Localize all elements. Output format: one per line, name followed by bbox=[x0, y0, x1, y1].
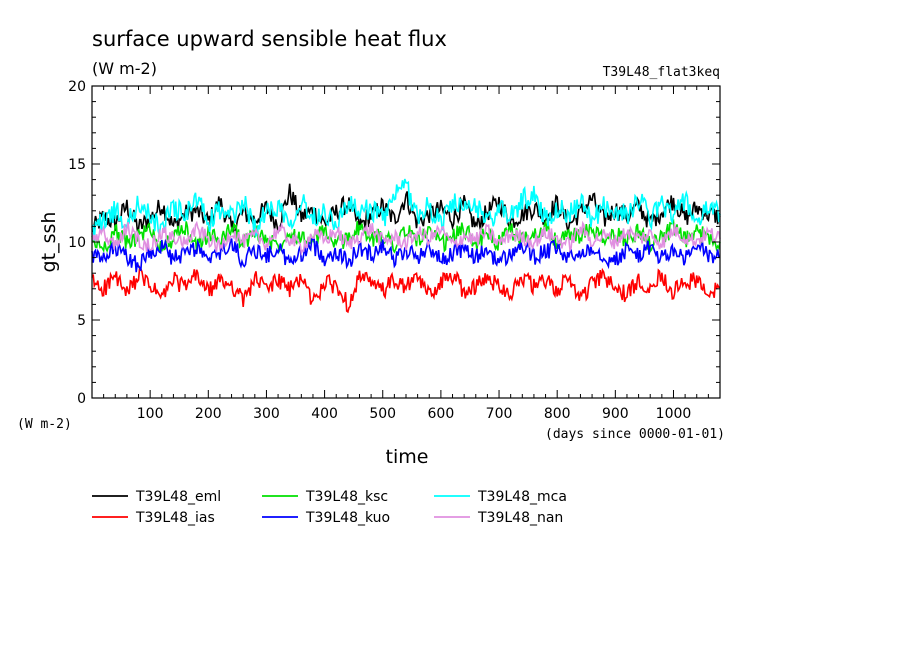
chart-title: surface upward sensible heat flux bbox=[92, 27, 447, 51]
series-line-T39L48_mca bbox=[91, 178, 721, 241]
legend-label-T39L48_ias: T39L48_ias bbox=[135, 510, 215, 526]
y-tick-label: 10 bbox=[68, 235, 86, 251]
series-layer bbox=[91, 178, 721, 314]
x-tick-label: 400 bbox=[311, 406, 338, 422]
x-axis-label: time bbox=[386, 446, 429, 468]
series-line-T39L48_nan bbox=[91, 220, 721, 257]
run-label: T39L48_flat3keq bbox=[603, 65, 720, 80]
y-tick-label: 5 bbox=[77, 313, 86, 329]
x-tick-label: 100 bbox=[137, 406, 164, 422]
y-tick-label: 20 bbox=[68, 79, 86, 95]
legend-label-T39L48_kuo: T39L48_kuo bbox=[305, 510, 390, 526]
x-tick-label: 200 bbox=[195, 406, 222, 422]
series-line-T39L48_ias bbox=[91, 265, 720, 314]
legend-label-T39L48_eml: T39L48_eml bbox=[135, 489, 221, 505]
x-tick-label: 1000 bbox=[656, 406, 692, 422]
y-axis-label: gt_ssh bbox=[38, 212, 60, 273]
x-tick-label: 800 bbox=[544, 406, 571, 422]
x-tick-label: 500 bbox=[369, 406, 396, 422]
x-tick-label: 600 bbox=[428, 406, 455, 422]
legend-label-T39L48_ksc: T39L48_ksc bbox=[305, 489, 388, 505]
ticks-layer: 100 200 300 400 500 600 700 800 900 1000 0 5 10 15 20 bbox=[68, 79, 720, 422]
chart-units: (W m-2) bbox=[92, 59, 157, 78]
x-units-label: (days since 0000-01-01) bbox=[545, 427, 725, 442]
y-units-label: (W m-2) bbox=[17, 417, 72, 432]
y-tick-label: 15 bbox=[68, 157, 86, 173]
legend: T39L48_eml T39L48_ksc T39L48_mca T39L48_ias… bbox=[92, 489, 567, 526]
x-tick-label: 900 bbox=[602, 406, 629, 422]
y-tick-label: 0 bbox=[77, 391, 86, 407]
legend-label-T39L48_mca: T39L48_mca bbox=[477, 489, 567, 505]
x-tick-label: 300 bbox=[253, 406, 280, 422]
legend-label-T39L48_nan: T39L48_nan bbox=[477, 510, 563, 526]
x-tick-label: 700 bbox=[486, 406, 513, 422]
